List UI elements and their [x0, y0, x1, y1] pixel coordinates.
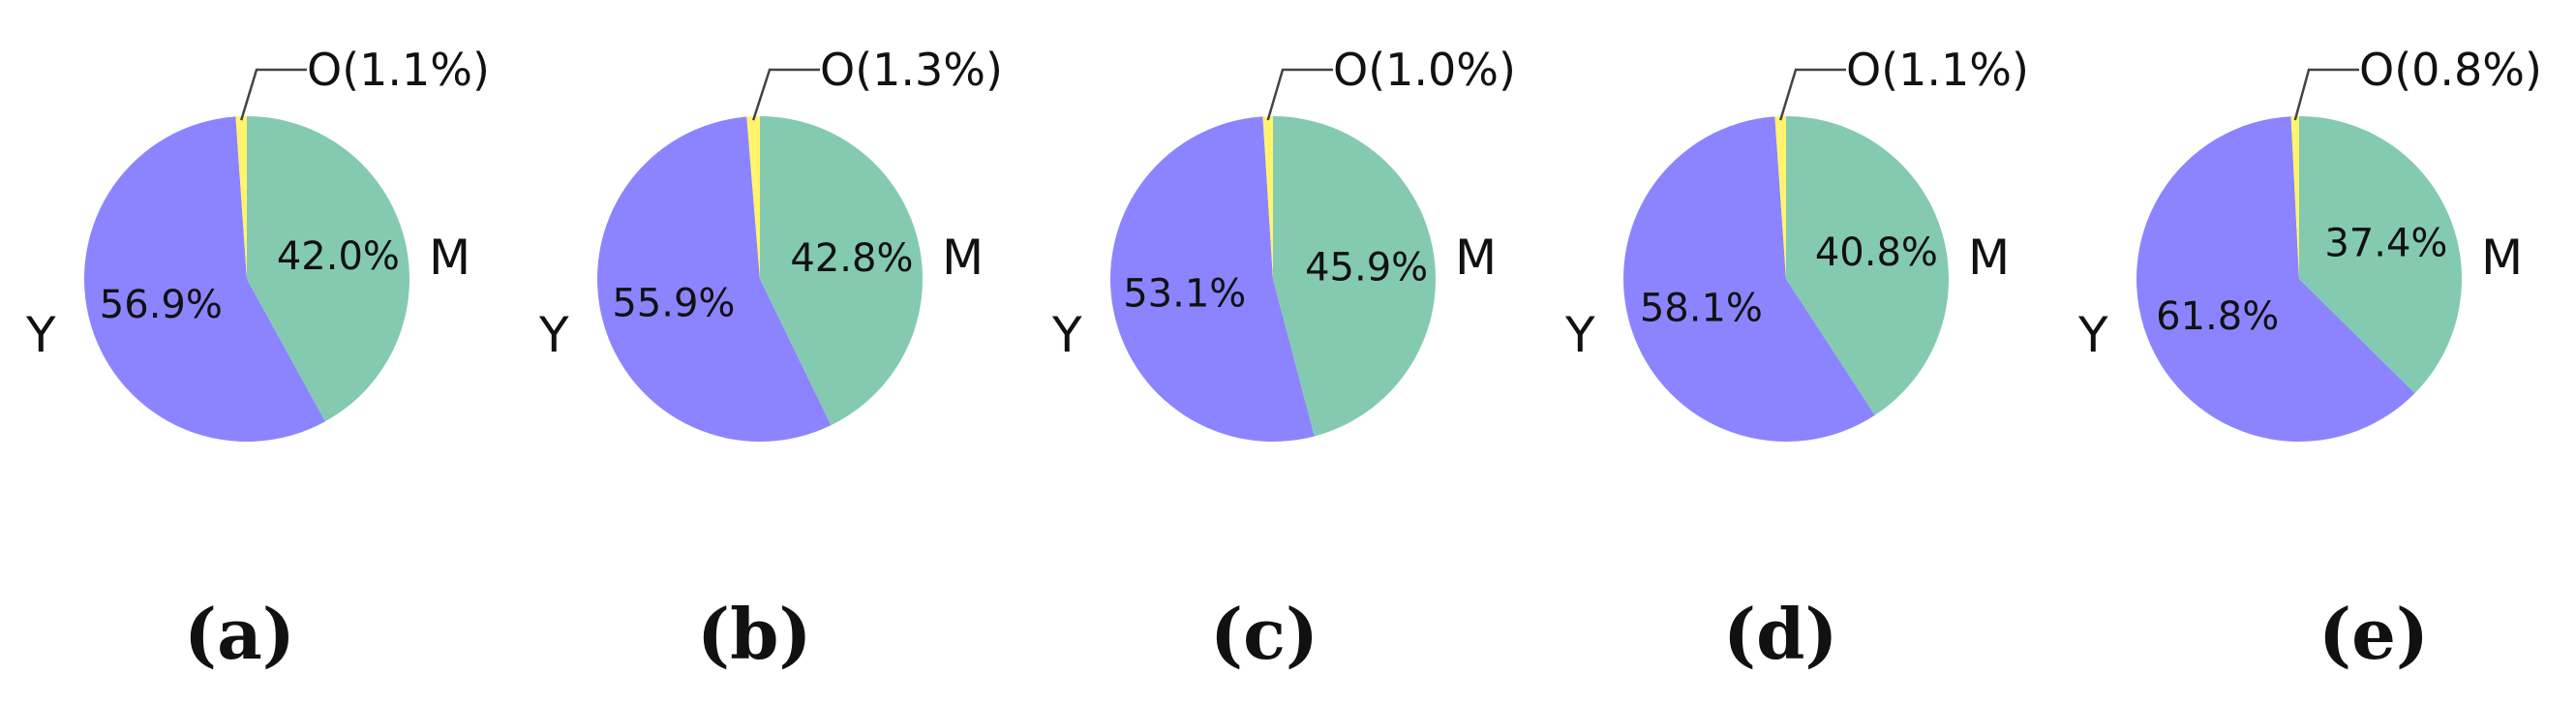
slice-O: [1262, 116, 1273, 279]
category-Y-label: Y: [1051, 307, 1082, 363]
slice-O-label: O(1.1%): [307, 44, 490, 96]
slice-O: [746, 116, 760, 279]
slice-M: [1786, 116, 1949, 415]
slice-Y: [1622, 116, 1875, 443]
slice-O-leader-line: [1778, 68, 1846, 121]
panel-label: (a): [184, 593, 295, 675]
slice-Y-percent-label: 55.9%: [612, 281, 735, 325]
pie-panel-d: 40.8% 58.1% M Y O(1.1%) (d): [1564, 44, 2029, 675]
panel-label: (e): [2318, 593, 2429, 675]
slice-M-percent-label: 42.0%: [277, 234, 400, 279]
slice-M-percent-label: 37.4%: [2324, 221, 2447, 265]
slice-M: [760, 116, 923, 426]
slice-Y: [2137, 116, 2415, 442]
slice-Y-percent-label: 56.9%: [100, 283, 223, 327]
slice-O: [2290, 116, 2299, 279]
pie-panel-a: 42.0% 56.9% M Y O(1.1%) (a): [25, 44, 490, 675]
slice-Y-percent-label: 58.1%: [1640, 286, 1763, 330]
pie-panel-c: 45.9% 53.1% M Y O(1.0%) (c): [1051, 44, 1516, 675]
slice-Y: [84, 116, 325, 443]
category-Y-label: Y: [25, 307, 56, 363]
slice-M-percent-label: 45.9%: [1305, 245, 1428, 290]
slice-Y-percent-label: 61.8%: [2156, 294, 2279, 339]
slice-O-leader-line: [751, 68, 820, 121]
category-M-label: M: [1968, 230, 2010, 286]
category-M-label: M: [1455, 230, 1497, 286]
category-M-label: M: [942, 230, 984, 286]
slice-O-label: O(1.3%): [820, 44, 1003, 96]
slice-O-leader-line: [2293, 68, 2359, 121]
slice-Y: [596, 116, 832, 443]
slice-O-leader-line: [239, 68, 307, 121]
panel-label: (b): [697, 593, 811, 675]
slice-O-leader-line: [1266, 68, 1333, 121]
slice-M-percent-label: 42.8%: [790, 236, 913, 281]
slice-O-label: O(0.8%): [2359, 44, 2542, 96]
slice-O: [235, 116, 247, 279]
slice-M: [1273, 116, 1437, 437]
panel-label: (c): [1210, 593, 1318, 675]
slice-O-label: O(1.0%): [1333, 44, 1516, 96]
pie-panel-e: 37.4% 61.8% M Y O(0.8%) (e): [2077, 44, 2542, 675]
slice-Y: [1110, 116, 1315, 442]
slice-M: [247, 116, 410, 422]
category-M-label: M: [2481, 230, 2523, 286]
slice-M-percent-label: 40.8%: [1815, 230, 1938, 275]
slice-M: [2299, 116, 2462, 394]
category-Y-label: Y: [2077, 307, 2108, 363]
slice-O: [1774, 116, 1786, 279]
category-M-label: M: [429, 230, 470, 286]
category-Y-label: Y: [1564, 307, 1595, 363]
panel-label: (d): [1723, 593, 1837, 675]
slice-Y-percent-label: 53.1%: [1123, 272, 1246, 317]
category-Y-label: Y: [538, 307, 569, 363]
slice-O-label: O(1.1%): [1846, 44, 2029, 96]
pie-panel-b: 42.8% 55.9% M Y O(1.3%) (b): [538, 44, 1003, 675]
